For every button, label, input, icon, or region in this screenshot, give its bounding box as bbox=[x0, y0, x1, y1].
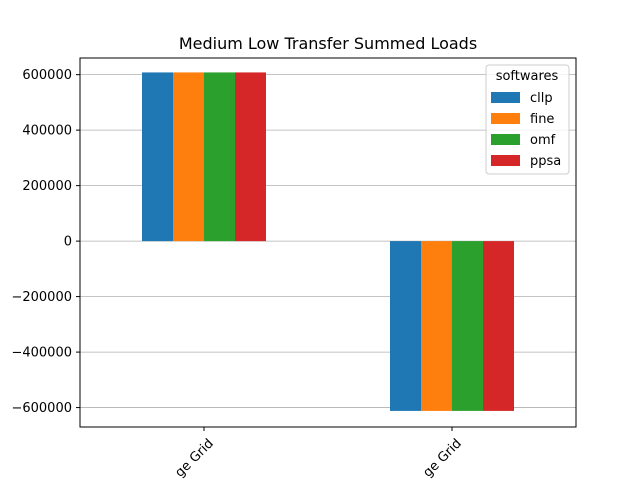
bar-fine bbox=[421, 241, 452, 411]
chart-title: Medium Low Transfer Summed Loads bbox=[179, 34, 477, 53]
legend-items: cllp fine omf ppsa bbox=[491, 91, 561, 169]
plot-frame bbox=[79, 57, 577, 428]
y-tick-label: 0 bbox=[64, 235, 72, 250]
y-tick-label: 200000 bbox=[22, 179, 72, 194]
x-tick-label: ge Grid bbox=[173, 436, 217, 480]
legend-label-omf: omf bbox=[530, 133, 556, 148]
y-tick-label: −600000 bbox=[11, 401, 72, 416]
legend-swatch-omf bbox=[491, 134, 520, 145]
bars-layer bbox=[142, 72, 514, 411]
y-tick-label: 600000 bbox=[22, 68, 72, 83]
legend-label-ppsa: ppsa bbox=[530, 154, 561, 169]
bar-ppsa bbox=[235, 72, 266, 242]
legend-label-fine: fine bbox=[530, 112, 554, 127]
legend-swatch-fine bbox=[491, 113, 520, 124]
y-tick-label: −200000 bbox=[11, 290, 72, 305]
legend: softwares cllp fine omf ppsa bbox=[485, 64, 570, 175]
legend-title: softwares bbox=[496, 69, 559, 84]
legend-swatch-ppsa bbox=[491, 155, 520, 166]
bar-omf bbox=[452, 241, 483, 411]
bar-ppsa bbox=[483, 241, 514, 411]
bar-fine bbox=[173, 72, 204, 242]
legend-label-cllp: cllp bbox=[530, 91, 553, 106]
y-tick-label: −400000 bbox=[11, 346, 72, 361]
x-axis: ge Grid ge Grid bbox=[173, 427, 465, 480]
x-tick-label: ge Grid bbox=[421, 436, 465, 480]
bar-cllp bbox=[142, 72, 173, 242]
bar-omf bbox=[204, 72, 235, 242]
y-axis: −600000 −400000 −200000 0 200000 400000 600000 bbox=[11, 68, 80, 416]
y-tick-label: 400000 bbox=[22, 124, 72, 139]
legend-swatch-cllp bbox=[491, 92, 520, 103]
bar-cllp bbox=[390, 241, 421, 411]
